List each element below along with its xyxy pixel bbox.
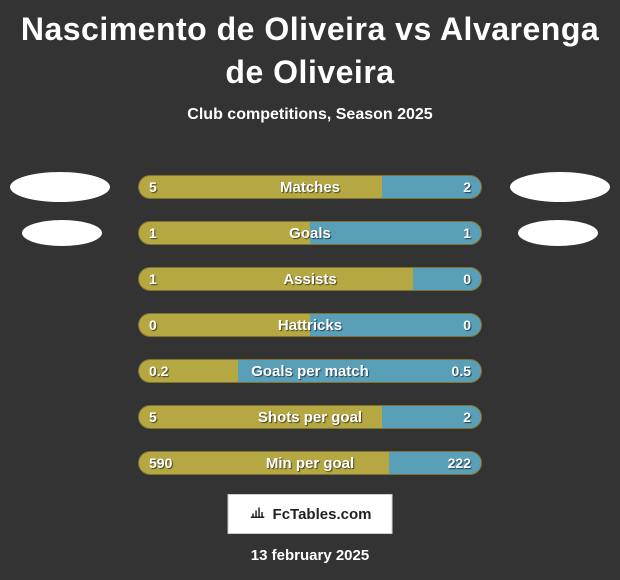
- bar-left: [139, 406, 382, 428]
- brand-label: FcTables.com: [273, 506, 372, 523]
- stat-row: 52Matches: [138, 175, 482, 199]
- bar-left: [139, 176, 382, 198]
- bar-right: [238, 360, 481, 382]
- bar-left: [139, 268, 413, 290]
- player-right-avatar: [518, 220, 598, 246]
- player-left-avatar-shadow: [10, 172, 110, 202]
- player-right-avatar-shadow: [510, 172, 610, 202]
- stat-value-left: 1: [149, 222, 157, 244]
- stat-row: 590222Min per goal: [138, 451, 482, 475]
- comparison-subtitle: Club competitions, Season 2025: [0, 106, 620, 124]
- stat-value-right: 0: [463, 314, 471, 336]
- stat-value-left: 1: [149, 268, 157, 290]
- stat-value-right: 2: [463, 406, 471, 428]
- stat-row: 0.20.5Goals per match: [138, 359, 482, 383]
- stat-value-right: 222: [448, 452, 471, 474]
- stat-row: 00Hattricks: [138, 313, 482, 337]
- chart-icon: [249, 503, 267, 525]
- bar-right: [310, 314, 481, 336]
- stat-value-right: 0.5: [452, 360, 471, 382]
- bar-left: [139, 452, 389, 474]
- stat-value-right: 2: [463, 176, 471, 198]
- player-left-avatar: [22, 220, 102, 246]
- stat-value-left: 0: [149, 314, 157, 336]
- stat-rows: 52Matches11Goals10Assists00Hattricks0.20…: [138, 175, 482, 497]
- date-label: 13 february 2025: [0, 547, 620, 564]
- stat-value-left: 0.2: [149, 360, 168, 382]
- stat-value-right: 0: [463, 268, 471, 290]
- stat-value-left: 5: [149, 176, 157, 198]
- stat-value-right: 1: [463, 222, 471, 244]
- comparison-title: Nascimento de Oliveira vs Alvarenga de O…: [0, 0, 620, 94]
- bar-right: [310, 222, 481, 244]
- stat-value-left: 5: [149, 406, 157, 428]
- stat-value-left: 590: [149, 452, 172, 474]
- bar-left: [139, 314, 310, 336]
- brand-badge: FcTables.com: [228, 494, 393, 534]
- stat-row: 10Assists: [138, 267, 482, 291]
- stat-row: 52Shots per goal: [138, 405, 482, 429]
- stat-row: 11Goals: [138, 221, 482, 245]
- bar-left: [139, 222, 310, 244]
